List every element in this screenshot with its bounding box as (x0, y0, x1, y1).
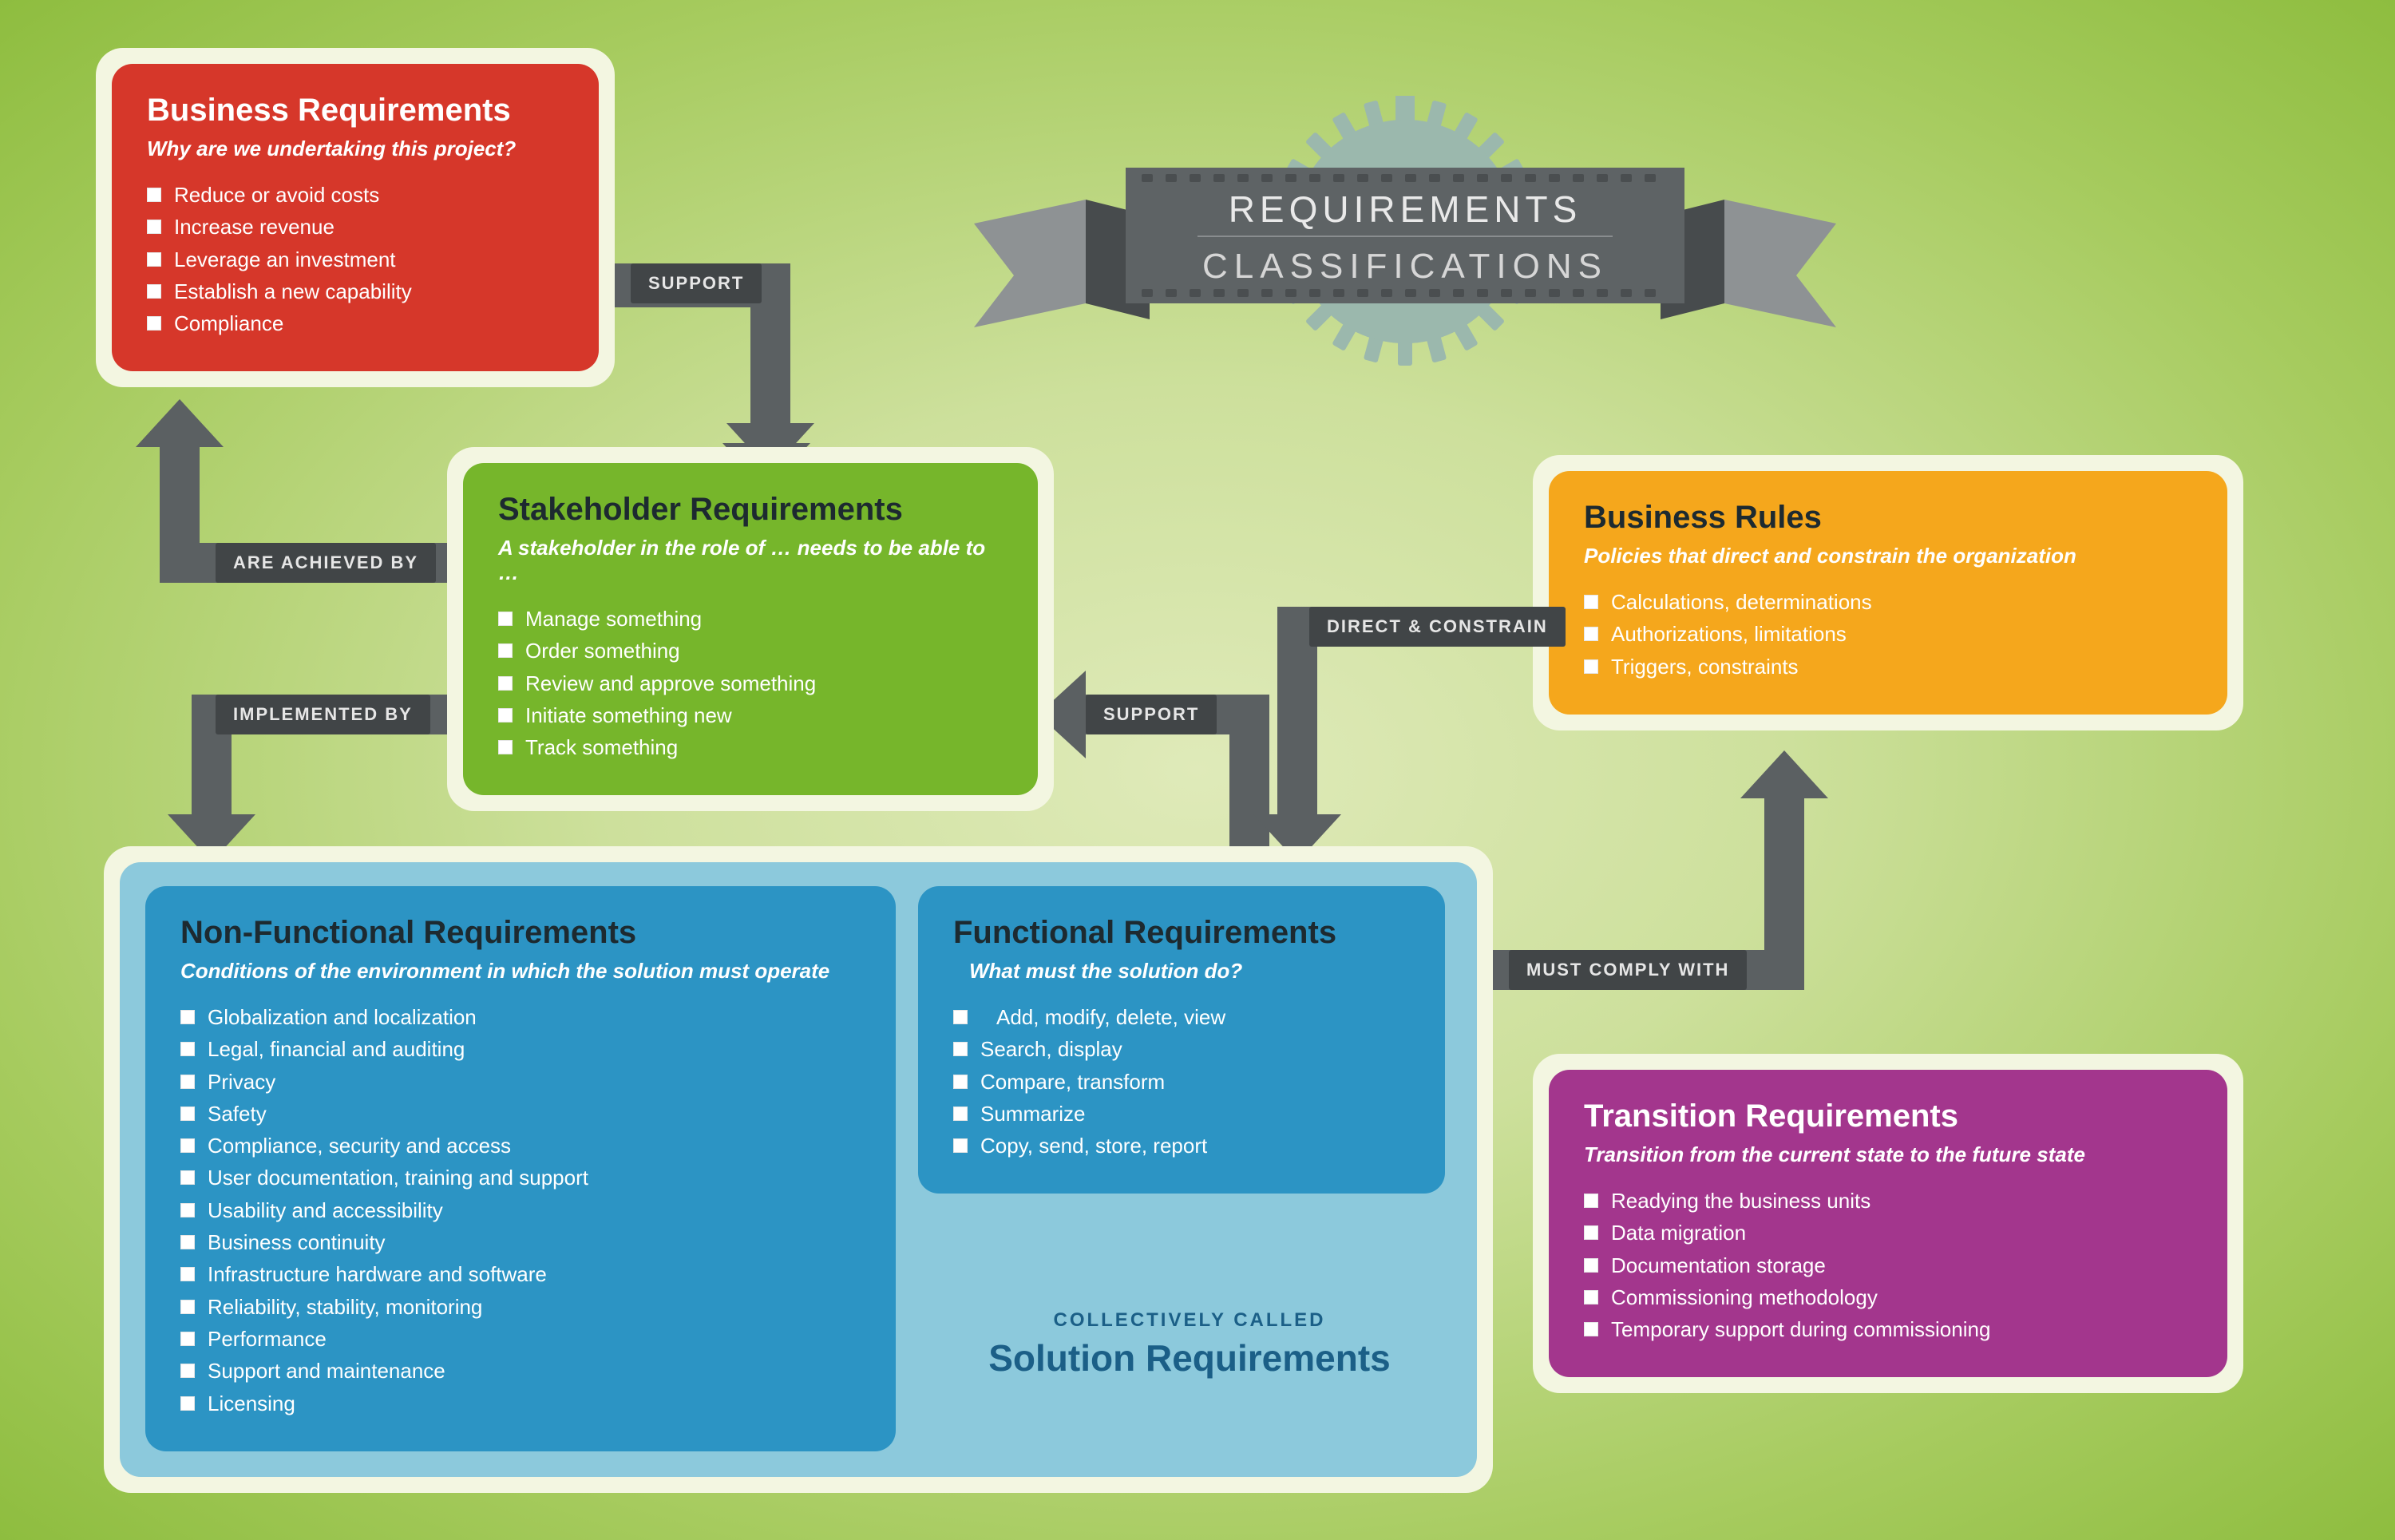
rules-subtitle: Policies that direct and constrain the o… (1584, 544, 2192, 568)
list-item: Reliability, stability, monitoring (180, 1291, 861, 1323)
list-item: Safety (180, 1098, 861, 1130)
node-stakeholder: Stakeholder Requirements A stakeholder i… (447, 447, 1054, 811)
list-item: Copy, send, store, report (953, 1130, 1410, 1162)
list-item: Licensing (180, 1388, 861, 1419)
list-item: Usability and accessibility (180, 1194, 861, 1226)
business-title: Business Requirements (147, 93, 564, 129)
list-item: Establish a new capability (147, 275, 564, 307)
node-nonfunctional: Non-Functional Requirements Conditions o… (145, 886, 896, 1451)
node-rules: Business Rules Policies that direct and … (1533, 455, 2243, 730)
nonfunctional-title: Non-Functional Requirements (180, 915, 861, 951)
list-item: Documentation storage (1584, 1249, 2192, 1281)
edge-label-support-2: SUPPORT (1086, 695, 1217, 734)
edge-label-achieved: ARE ACHIEVED BY (216, 543, 436, 583)
list-item: Business continuity (180, 1226, 861, 1258)
node-functional: Functional Requirements What must the so… (918, 886, 1445, 1194)
list-item: Review and approve something (498, 667, 1003, 699)
list-item: Support and maintenance (180, 1355, 861, 1387)
list-item: Legal, financial and auditing (180, 1033, 861, 1065)
functional-subtitle: What must the solution do? (953, 959, 1410, 984)
list-item: Calculations, determinations (1584, 586, 2192, 618)
list-item: Authorizations, limitations (1584, 618, 2192, 650)
title-banner: REQUIREMENTS CLASSIFICATIONS (942, 80, 1868, 383)
business-subtitle: Why are we undertaking this project? (147, 137, 564, 161)
nonfunctional-subtitle: Conditions of the environment in which t… (180, 959, 861, 984)
list-item: Search, display (953, 1033, 1410, 1065)
list-item: Increase revenue (147, 211, 564, 243)
rules-list: Calculations, determinations Authorizati… (1584, 586, 2192, 683)
business-list: Reduce or avoid costs Increase revenue L… (147, 179, 564, 339)
list-item: Compliance, security and access (180, 1130, 861, 1162)
list-item: Privacy (180, 1066, 861, 1098)
node-transition: Transition Requirements Transition from … (1533, 1054, 2243, 1393)
edge-label-comply: MUST COMPLY WITH (1509, 950, 1747, 990)
list-item: Add, modify, delete, view (953, 1001, 1410, 1033)
collectively-label: COLLECTIVELY CALLED (966, 1309, 1413, 1332)
list-item: Compliance (147, 307, 564, 339)
rules-title: Business Rules (1584, 500, 2192, 536)
list-item: Reduce or avoid costs (147, 179, 564, 211)
list-item: Leverage an investment (147, 243, 564, 275)
functional-list: Add, modify, delete, view Search, displa… (953, 1001, 1410, 1162)
list-item: Compare, transform (953, 1066, 1410, 1098)
list-item: Manage something (498, 603, 1003, 635)
edge-label-implemented: IMPLEMENTED BY (216, 695, 430, 734)
stakeholder-list: Manage something Order something Review … (498, 603, 1003, 763)
list-item: Commissioning methodology (1584, 1281, 2192, 1313)
nonfunctional-list: Globalization and localization Legal, fi… (180, 1001, 861, 1419)
list-item: Data migration (1584, 1217, 2192, 1249)
list-item: Triggers, constraints (1584, 651, 2192, 683)
functional-title: Functional Requirements (953, 915, 1410, 951)
stakeholder-subtitle: A stakeholder in the role of … needs to … (498, 536, 1003, 585)
diagram-canvas: REQUIREMENTS CLASSIFICATIONS Business Re… (0, 0, 2395, 1540)
node-business: Business Requirements Why are we underta… (96, 48, 615, 387)
list-item: Performance (180, 1323, 861, 1355)
transition-list: Readying the business units Data migrati… (1584, 1185, 2192, 1345)
transition-title: Transition Requirements (1584, 1099, 2192, 1134)
stakeholder-title: Stakeholder Requirements (498, 492, 1003, 528)
list-item: Track something (498, 731, 1003, 763)
list-item: Initiate something new (498, 699, 1003, 731)
list-item: Globalization and localization (180, 1001, 861, 1033)
solution-requirements-label: Solution Requirements (966, 1336, 1413, 1380)
solution-group: Non-Functional Requirements Conditions o… (104, 846, 1493, 1493)
edge-label-support-1: SUPPORT (631, 263, 762, 303)
solution-caption: COLLECTIVELY CALLED Solution Requirement… (966, 1309, 1413, 1380)
edge-label-direct: DIRECT & CONSTRAIN (1309, 607, 1566, 647)
list-item: Summarize (953, 1098, 1410, 1130)
banner-title-1: REQUIREMENTS (1229, 188, 1582, 230)
list-item: Order something (498, 635, 1003, 667)
list-item: Readying the business units (1584, 1185, 2192, 1217)
banner-title-2: CLASSIFICATIONS (1202, 247, 1608, 286)
list-item: Temporary support during commissioning (1584, 1313, 2192, 1345)
list-item: Infrastructure hardware and software (180, 1258, 861, 1290)
list-item: User documentation, training and support (180, 1162, 861, 1194)
transition-subtitle: Transition from the current state to the… (1584, 1142, 2192, 1167)
